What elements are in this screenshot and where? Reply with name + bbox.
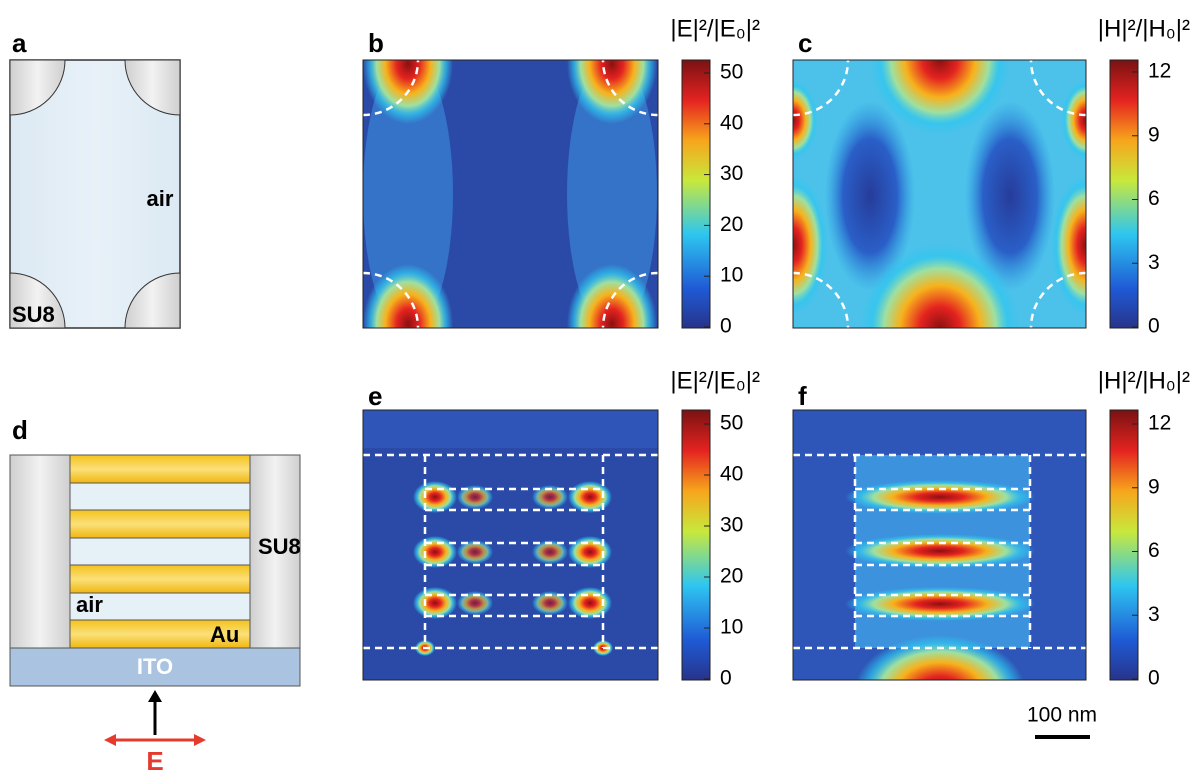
scale-bar-label: 100 nm — [1027, 704, 1097, 727]
panel-a: air SU8 — [10, 60, 180, 328]
colorbar-title: |H|²/|H₀|² — [1098, 15, 1190, 42]
colorbar-tick-label: 12 — [1148, 412, 1171, 435]
panel-label: e — [368, 381, 382, 411]
map-e — [363, 410, 658, 680]
colorbar-tick-label: 40 — [720, 111, 743, 134]
label-ito: ITO — [137, 654, 173, 679]
colorbar-tick-label: 20 — [720, 213, 743, 236]
panel-label: f — [798, 381, 807, 411]
colorbar-tick-label: 40 — [720, 463, 743, 486]
map-b — [363, 4, 658, 384]
colorbar-tick-label: 9 — [1148, 123, 1160, 146]
colorbar-title: |H|²/|H₀|² — [1098, 367, 1190, 394]
map-f — [793, 410, 1086, 745]
colorbar — [682, 410, 710, 680]
colorbar-tick-label: 50 — [720, 412, 743, 435]
panel-label: b — [368, 28, 384, 58]
colorbar-title: |E|²/|E₀|² — [670, 367, 760, 394]
panel-d: SU8 air Au ITO E — [10, 455, 301, 772]
label-au: Au — [210, 622, 239, 647]
colorbar-tick-label: 3 — [1148, 603, 1160, 626]
map-c — [758, 0, 1121, 413]
panel-label: d — [12, 415, 28, 445]
colorbar-tick-label: 9 — [1148, 475, 1160, 498]
label-su8: SU8 — [12, 302, 55, 327]
panel-label: c — [798, 28, 812, 58]
colorbar-tick-label: 6 — [1148, 539, 1160, 562]
colorbar-tick-label: 0 — [1148, 315, 1160, 338]
panel-label: a — [12, 28, 27, 58]
colorbar-tick-label: 20 — [720, 565, 743, 588]
colorbar-tick-label: 12 — [1148, 60, 1171, 83]
colorbar-tick-label: 30 — [720, 162, 743, 185]
colorbar — [1110, 60, 1138, 328]
colorbar-title: |E|²/|E₀|² — [670, 15, 760, 42]
label-air: air — [147, 186, 174, 211]
colorbar-tick-label: 0 — [720, 315, 732, 338]
label-su8: SU8 — [258, 534, 301, 559]
colorbar-tick-label: 0 — [1148, 667, 1160, 690]
colorbar-tick-label: 30 — [720, 514, 743, 537]
colorbar-tick-label: 50 — [720, 61, 743, 84]
colorbar-tick-label: 10 — [720, 264, 743, 287]
colorbar-tick-label: 10 — [720, 616, 743, 639]
colorbar — [1110, 410, 1138, 680]
colorbar-tick-label: 6 — [1148, 187, 1160, 210]
label-air: air — [76, 592, 103, 617]
label-e: E — [146, 746, 163, 772]
colorbar — [682, 60, 710, 328]
colorbar-tick-label: 3 — [1148, 251, 1160, 274]
colorbar-tick-label: 0 — [720, 667, 732, 690]
figure: air SU8 SU8 air Au ITO E — [0, 0, 1192, 772]
